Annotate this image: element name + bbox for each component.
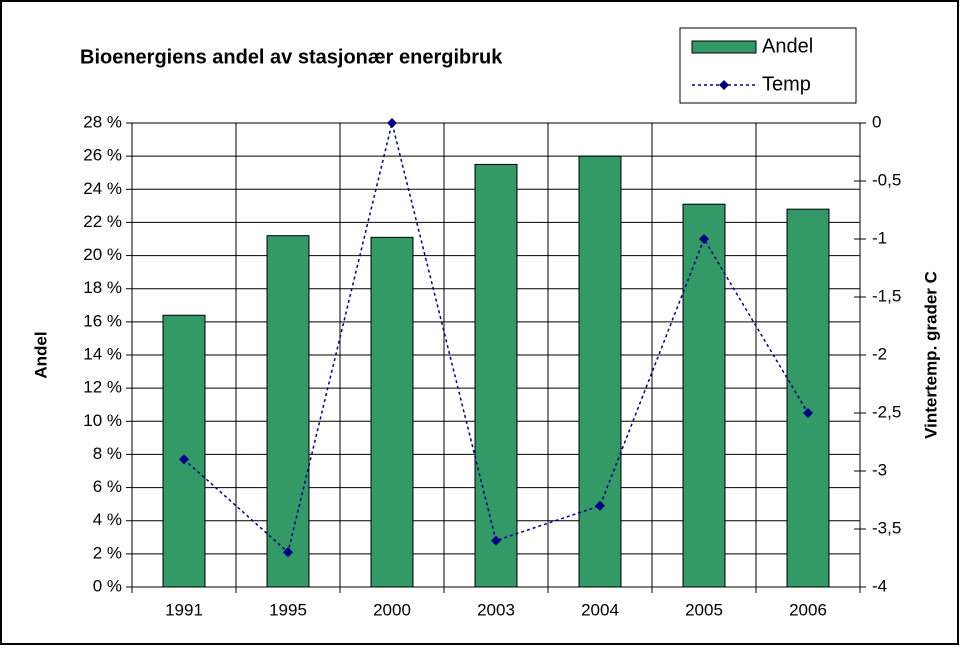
- y2-tick-label: -1,5: [872, 286, 901, 305]
- y-tick-label: 22 %: [83, 212, 122, 231]
- y2-tick-label: -3: [872, 460, 887, 479]
- y-tick-label: 6 %: [93, 477, 122, 496]
- bar: [162, 314, 206, 588]
- marker: [803, 408, 813, 418]
- y2-tick-label: -1: [872, 228, 887, 247]
- y-tick-label: 20 %: [83, 245, 122, 264]
- x-tick-label: 1995: [269, 600, 307, 619]
- x-tick-label: 2005: [685, 600, 723, 619]
- marker: [699, 234, 709, 244]
- bar: [578, 155, 622, 588]
- x-tick-label: 2003: [477, 600, 515, 619]
- legend-swatch: [691, 40, 757, 54]
- y-tick-label: 4 %: [93, 510, 122, 529]
- x-tick-label: 2000: [373, 600, 411, 619]
- y-tick-label: 16 %: [83, 311, 122, 330]
- x-tick-label: 2004: [581, 600, 619, 619]
- y-tick-label: 0 %: [93, 576, 122, 595]
- marker: [283, 547, 293, 558]
- legend-label: Andel: [762, 35, 813, 57]
- y-tick-label: 14 %: [83, 344, 122, 363]
- y-axis-label: Andel: [31, 331, 50, 378]
- y-tick-label: 24 %: [83, 179, 122, 198]
- y2-tick-label: -2,5: [872, 402, 901, 421]
- bar: [786, 208, 830, 588]
- bar: [474, 163, 518, 588]
- bar: [266, 235, 310, 588]
- bar: [370, 236, 414, 588]
- x-tick-label: 2006: [789, 600, 827, 619]
- bar: [682, 203, 726, 588]
- y2-tick-label: 0: [872, 112, 881, 131]
- y2-tick-label: -3,5: [872, 518, 901, 537]
- marker: [179, 454, 189, 465]
- y2-axis-label: Vintertemp. grader C: [921, 271, 940, 439]
- marker: [491, 535, 501, 546]
- chart-title: Bioenergiens andel av stasjonær energibr…: [80, 46, 503, 68]
- x-tick-label: 1991: [165, 600, 203, 619]
- y-tick-label: 18 %: [83, 278, 122, 297]
- y2-tick-label: -4: [872, 576, 887, 595]
- y-tick-label: 2 %: [93, 543, 122, 562]
- y2-tick-label: -0,5: [872, 170, 901, 189]
- marker: [387, 118, 397, 128]
- y-tick-label: 10 %: [83, 411, 122, 430]
- y-tick-label: 26 %: [83, 146, 122, 165]
- y-tick-label: 8 %: [93, 444, 122, 463]
- legend-marker: [719, 80, 729, 90]
- marker: [595, 500, 605, 511]
- y-tick-label: 28 %: [83, 112, 122, 131]
- legend-label: Temp: [762, 73, 811, 95]
- y2-tick-label: -2: [872, 344, 887, 363]
- y-tick-label: 12 %: [83, 378, 122, 397]
